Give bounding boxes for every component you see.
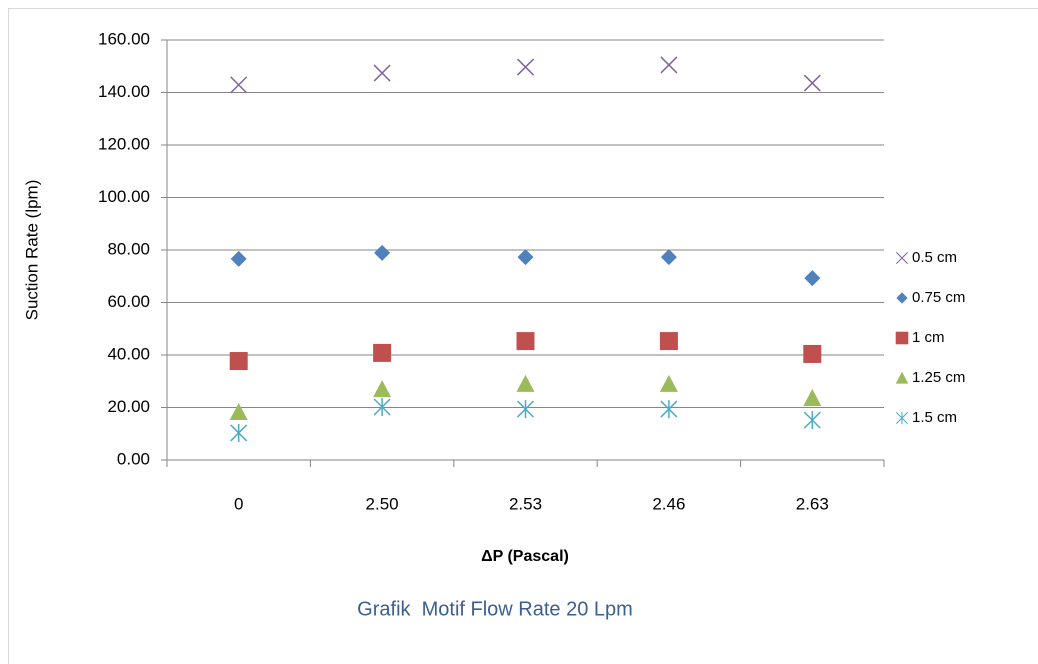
x-tick-label: 2.63 [796, 494, 829, 513]
data-point [230, 403, 248, 420]
data-point [231, 424, 247, 442]
y-tick-label: 20.00 [107, 397, 150, 416]
legend-label: 1.5 cm [912, 409, 957, 426]
legend-marker [896, 332, 909, 345]
x-axis-title: ΔP (Pascal) [481, 548, 569, 565]
data-point [803, 345, 821, 363]
y-tick-label: 40.00 [107, 344, 150, 363]
x-tick-label: 2.50 [366, 494, 399, 513]
data-point [374, 245, 390, 261]
data-point [374, 65, 390, 81]
chart-title: Grafik Motif Flow Rate 20 Lpm [357, 598, 633, 620]
data-point [373, 344, 391, 362]
legend-label: 0.5 cm [912, 249, 957, 266]
y-tick-label: 100.00 [98, 187, 150, 206]
data-point [518, 400, 534, 418]
legend-label: 1.25 cm [912, 369, 965, 386]
data-point [661, 249, 677, 265]
y-tick-label: 160.00 [98, 29, 150, 48]
data-point [804, 270, 820, 286]
y-tick-label: 120.00 [98, 134, 150, 153]
data-point [374, 398, 390, 416]
data-point [518, 249, 534, 265]
y-tick-label: 80.00 [107, 239, 150, 258]
data-point [803, 389, 821, 406]
data-point [517, 375, 535, 392]
data-point [518, 59, 534, 75]
chart: Suction Rate (lpm) ΔP (Pascal) Grafik Mo… [0, 0, 1038, 664]
legend-marker [896, 412, 907, 425]
legend-marker [896, 252, 907, 263]
data-point [373, 380, 391, 397]
x-tick-label: 2.53 [509, 494, 542, 513]
data-point [231, 251, 247, 267]
data-point [230, 352, 248, 370]
data-point [660, 332, 678, 350]
data-point [661, 57, 677, 73]
legend-marker [896, 372, 909, 384]
data-point [231, 77, 247, 93]
data-point [804, 411, 820, 429]
y-tick-label: 140.00 [98, 82, 150, 101]
data-point [660, 375, 678, 392]
y-tick-label: 60.00 [107, 292, 150, 311]
data-point [661, 400, 677, 418]
legend-marker [896, 292, 907, 303]
legend-label: 1 cm [912, 329, 945, 346]
x-tick-label: 0 [234, 494, 243, 513]
y-axis-title: Suction Rate (lpm) [22, 180, 41, 321]
y-tick-label: 0.00 [117, 449, 150, 468]
data-point [517, 332, 535, 350]
data-point [804, 75, 820, 91]
legend-label: 0.75 cm [912, 289, 965, 306]
x-tick-label: 2.46 [652, 494, 685, 513]
